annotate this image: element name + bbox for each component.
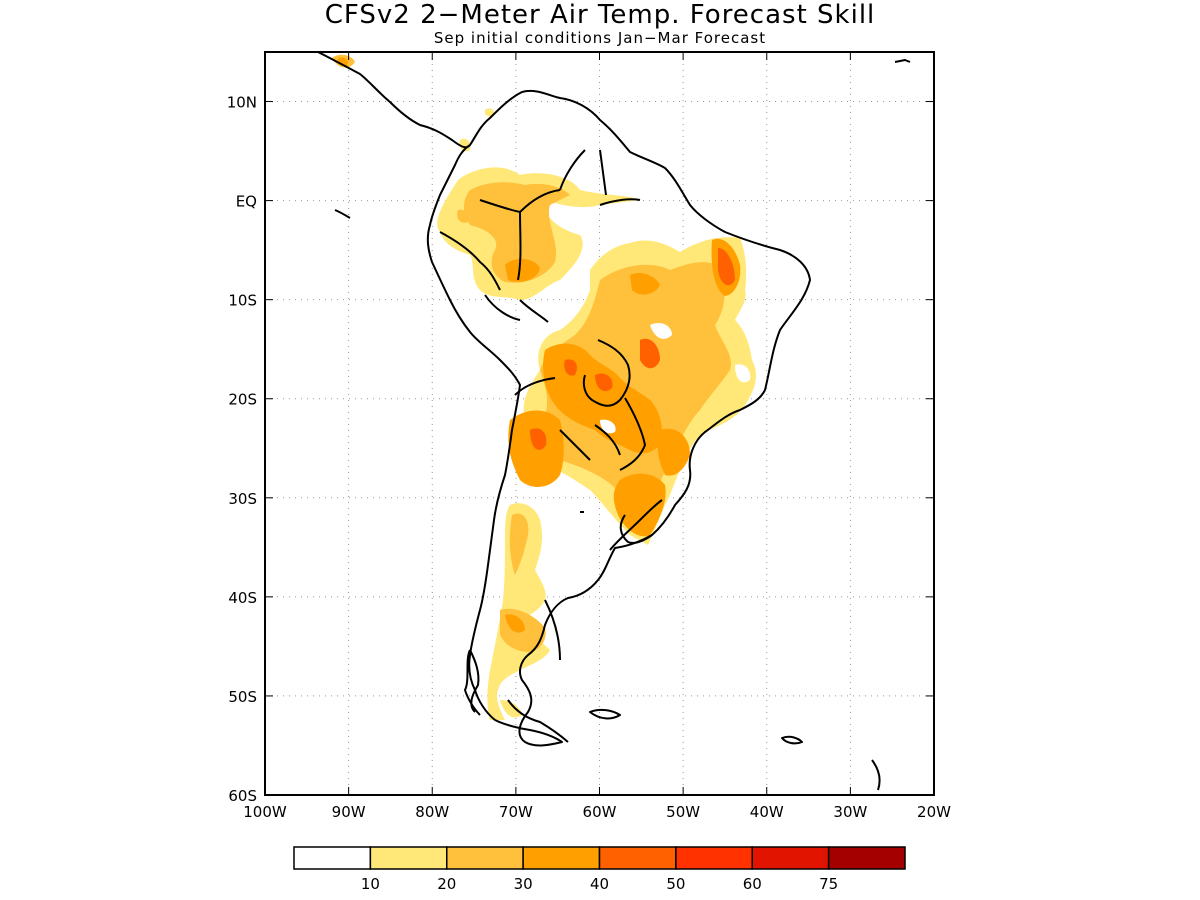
lat-tick-label: 60S [228, 787, 257, 805]
colorbar: 10 20 30 40 50 60 75 [293, 846, 906, 893]
colorbar-label: 40 [590, 875, 609, 893]
map-subtitle: Sep initial conditions Jan−Mar Forecast [433, 29, 767, 47]
lon-tick-label: 70W [499, 803, 533, 821]
lat-tick-label: 20S [228, 391, 257, 409]
coastlines [317, 52, 911, 791]
lat-tick-label: 30S [228, 490, 257, 508]
shading-patagonia [487, 503, 550, 720]
colorbar-label: 50 [666, 875, 685, 893]
lon-tick-label: 30W [833, 803, 867, 821]
colorbar-swatch [522, 846, 601, 870]
colorbar-swatch [751, 846, 830, 870]
lat-tick-label: 50S [228, 688, 257, 706]
lon-tick-label: 90W [332, 803, 366, 821]
colorbar-swatch [446, 846, 524, 870]
colorbar-label: 20 [437, 875, 456, 893]
lat-tick-label: 10N [227, 94, 257, 112]
lat-tick-label: EQ [236, 193, 257, 211]
colorbar-label: 75 [819, 875, 838, 893]
lat-tick-label: 40S [228, 589, 257, 607]
colorbar-swatch [293, 846, 372, 870]
colorbar-label: 30 [514, 875, 533, 893]
colorbar-swatch [675, 846, 753, 870]
shading-brazil-central [508, 237, 756, 545]
lon-tick-label: 60W [583, 803, 617, 821]
lon-axis: 100W 90W 80W 70W 60W 50W 40W 30W 20W [243, 52, 951, 821]
colorbar-swatch [827, 846, 906, 870]
shading-central-america [332, 54, 495, 152]
lon-tick-label: 40W [750, 803, 784, 821]
lat-tick-label: 10S [228, 292, 257, 310]
colorbar-label: 10 [361, 875, 380, 893]
lon-tick-label: 100W [243, 803, 287, 821]
colorbar-label: 60 [743, 875, 762, 893]
lon-tick-label: 50W [666, 803, 700, 821]
shading-amazon-west [437, 167, 640, 300]
colorbar-swatch [598, 846, 677, 870]
lon-tick-label: 20W [917, 803, 951, 821]
lat-axis: 10N EQ 10S 20S 30S 40S 50S 60S [227, 94, 934, 805]
colorbar-swatch [369, 846, 448, 870]
lon-tick-label: 80W [415, 803, 449, 821]
map-title: CFSv2 2−Meter Air Temp. Forecast Skill [324, 0, 876, 30]
skill-shading [332, 54, 756, 720]
